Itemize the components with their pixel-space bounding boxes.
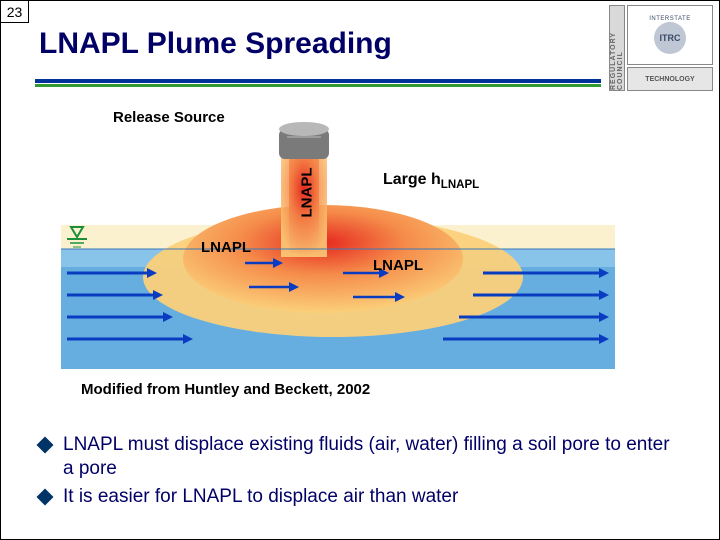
logo-circle-icon: ITRC	[654, 22, 686, 54]
label-large-h-sub: LNAPL	[441, 179, 479, 191]
rule-green	[35, 84, 601, 87]
list-item: LNAPL must displace existing fluids (air…	[39, 433, 679, 481]
bullet-text: It is easier for LNAPL to displace air t…	[63, 485, 458, 509]
bullet-text: LNAPL must displace existing fluids (air…	[63, 433, 679, 481]
logo-top: INTERSTATE ITRC	[627, 5, 713, 65]
label-large-h-text: Large h	[383, 171, 441, 188]
logo-circle-text: ITRC	[660, 33, 681, 43]
label-large-h: Large hLNAPL	[383, 171, 479, 191]
logo-left-strip: REGULATORY COUNCIL	[609, 5, 625, 91]
label-release-source: Release Source	[113, 109, 225, 126]
slide-number-box: 23	[1, 1, 29, 23]
bullet-icon	[37, 437, 54, 454]
label-lnapl-right: LNAPL	[373, 257, 423, 274]
title-rule	[35, 79, 601, 87]
logo: REGULATORY COUNCIL INTERSTATE ITRC TECHN…	[609, 5, 713, 91]
label-vertical-lnapl: LNAPL	[299, 158, 316, 218]
list-item: It is easier for LNAPL to displace air t…	[39, 485, 679, 509]
slide: 23 REGULATORY COUNCIL INTERSTATE ITRC TE…	[0, 0, 720, 540]
logo-bottom: TECHNOLOGY	[627, 67, 713, 91]
diagram-caption: Modified from Huntley and Beckett, 2002	[81, 381, 370, 398]
bullet-list: LNAPL must displace existing fluids (air…	[39, 433, 679, 512]
bullet-icon	[37, 488, 54, 505]
rule-blue	[35, 79, 601, 83]
page-title: LNAPL Plume Spreading	[39, 27, 392, 61]
slide-number: 23	[7, 4, 23, 20]
logo-right: INTERSTATE ITRC TECHNOLOGY	[627, 5, 713, 91]
logo-bottom-text: TECHNOLOGY	[645, 76, 694, 83]
label-lnapl-left: LNAPL	[201, 239, 251, 256]
logo-left-text: REGULATORY COUNCIL	[610, 6, 624, 90]
diagram-svg	[53, 109, 623, 409]
plume-diagram: Release Source LNAPL Large hLNAPL LNAPL …	[53, 109, 623, 409]
